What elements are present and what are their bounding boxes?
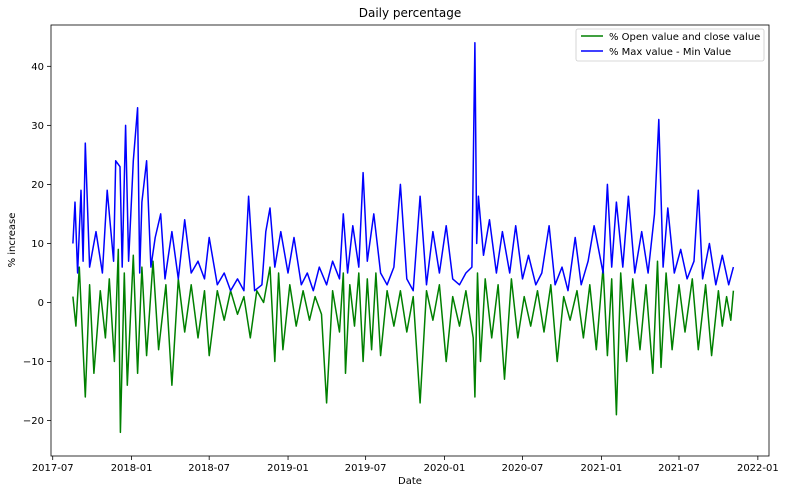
y-tick-label: 0 bbox=[38, 298, 44, 309]
y-tick-label: 10 bbox=[31, 239, 44, 250]
x-tick-label: 2019-07 bbox=[345, 463, 387, 474]
x-tick-label: 2022-01 bbox=[737, 463, 779, 474]
plot-frame bbox=[50, 24, 770, 457]
legend-box bbox=[575, 28, 765, 62]
x-tick-label: 2020-07 bbox=[502, 463, 544, 474]
legend-label-max-min: % Max value - Min Value bbox=[609, 47, 731, 58]
x-axis: 2017-07 2018-01 2018-07 2019-01 2019-07 2020-… bbox=[32, 456, 779, 474]
x-tick-label: 2017-07 bbox=[32, 463, 74, 474]
y-tick-label: 40 bbox=[31, 62, 44, 73]
y-axis-label: % increase bbox=[7, 213, 18, 268]
series-line-0 bbox=[72, 248, 735, 434]
plot-background bbox=[51, 25, 769, 456]
chart-title: Daily percentage bbox=[359, 6, 462, 20]
y-tick-label: −10 bbox=[23, 357, 44, 368]
x-tick-label: 2019-01 bbox=[267, 463, 309, 474]
plot-area bbox=[50, 24, 770, 457]
series-layer bbox=[72, 41, 735, 434]
series-line-1 bbox=[72, 41, 735, 292]
x-tick-label: 2018-01 bbox=[111, 463, 153, 474]
y-axis: −20 −10 0 10 20 30 40 bbox=[23, 62, 51, 427]
x-tick-label: 2021-01 bbox=[580, 463, 622, 474]
x-tick-label: 2020-01 bbox=[424, 463, 466, 474]
x-tick-label: 2018-07 bbox=[188, 463, 230, 474]
y-tick-label: 30 bbox=[31, 121, 44, 132]
x-axis-label: Date bbox=[398, 476, 422, 487]
y-tick-label: 20 bbox=[31, 180, 44, 191]
legend-label-open-close: % Open value and close value bbox=[609, 32, 760, 43]
y-tick-label: −20 bbox=[23, 416, 44, 427]
legend: % Open value and close value % Max value… bbox=[575, 28, 765, 62]
x-tick-label: 2021-07 bbox=[658, 463, 700, 474]
